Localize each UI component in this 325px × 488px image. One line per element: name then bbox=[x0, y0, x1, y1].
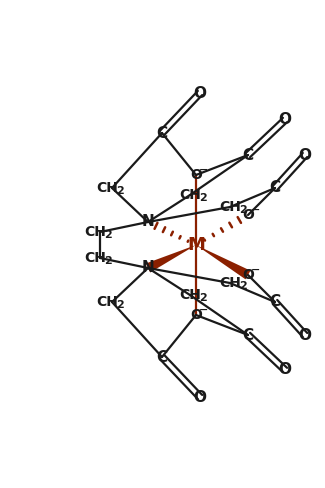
Text: 2: 2 bbox=[116, 186, 124, 196]
Text: CH: CH bbox=[179, 288, 201, 302]
Text: 2: 2 bbox=[239, 281, 247, 291]
Text: 2: 2 bbox=[116, 300, 124, 310]
Text: −: − bbox=[251, 265, 261, 275]
Text: 2: 2 bbox=[104, 230, 112, 240]
Text: CH: CH bbox=[96, 295, 118, 309]
Text: −: − bbox=[251, 205, 261, 215]
Text: C: C bbox=[269, 294, 280, 309]
Text: O: O bbox=[242, 268, 254, 282]
Text: C: C bbox=[156, 349, 168, 365]
Text: −: − bbox=[199, 305, 209, 315]
Text: O: O bbox=[298, 147, 311, 163]
Text: C: C bbox=[242, 327, 254, 343]
Text: CH: CH bbox=[219, 200, 241, 214]
Text: O: O bbox=[279, 363, 292, 378]
Text: N: N bbox=[142, 261, 154, 276]
Text: CH: CH bbox=[96, 181, 118, 195]
Text: C: C bbox=[156, 125, 168, 141]
Text: −: − bbox=[199, 165, 209, 175]
Polygon shape bbox=[196, 245, 251, 279]
Text: O: O bbox=[279, 113, 292, 127]
Text: 2: 2 bbox=[239, 205, 247, 215]
Text: N: N bbox=[142, 215, 154, 229]
Text: C: C bbox=[242, 147, 254, 163]
Text: O: O bbox=[242, 208, 254, 222]
Text: O: O bbox=[190, 308, 202, 322]
Text: CH: CH bbox=[179, 188, 201, 202]
Text: CH: CH bbox=[219, 276, 241, 290]
Polygon shape bbox=[146, 245, 196, 272]
Text: O: O bbox=[190, 168, 202, 182]
Text: M: M bbox=[187, 236, 205, 254]
Text: 2: 2 bbox=[199, 193, 207, 203]
Text: CH: CH bbox=[84, 251, 106, 265]
Text: O: O bbox=[193, 389, 206, 405]
Text: 2: 2 bbox=[199, 293, 207, 303]
Text: O: O bbox=[298, 327, 311, 343]
Text: CH: CH bbox=[84, 225, 106, 239]
Text: C: C bbox=[269, 181, 280, 196]
Text: 2: 2 bbox=[104, 256, 112, 266]
Text: O: O bbox=[193, 85, 206, 101]
